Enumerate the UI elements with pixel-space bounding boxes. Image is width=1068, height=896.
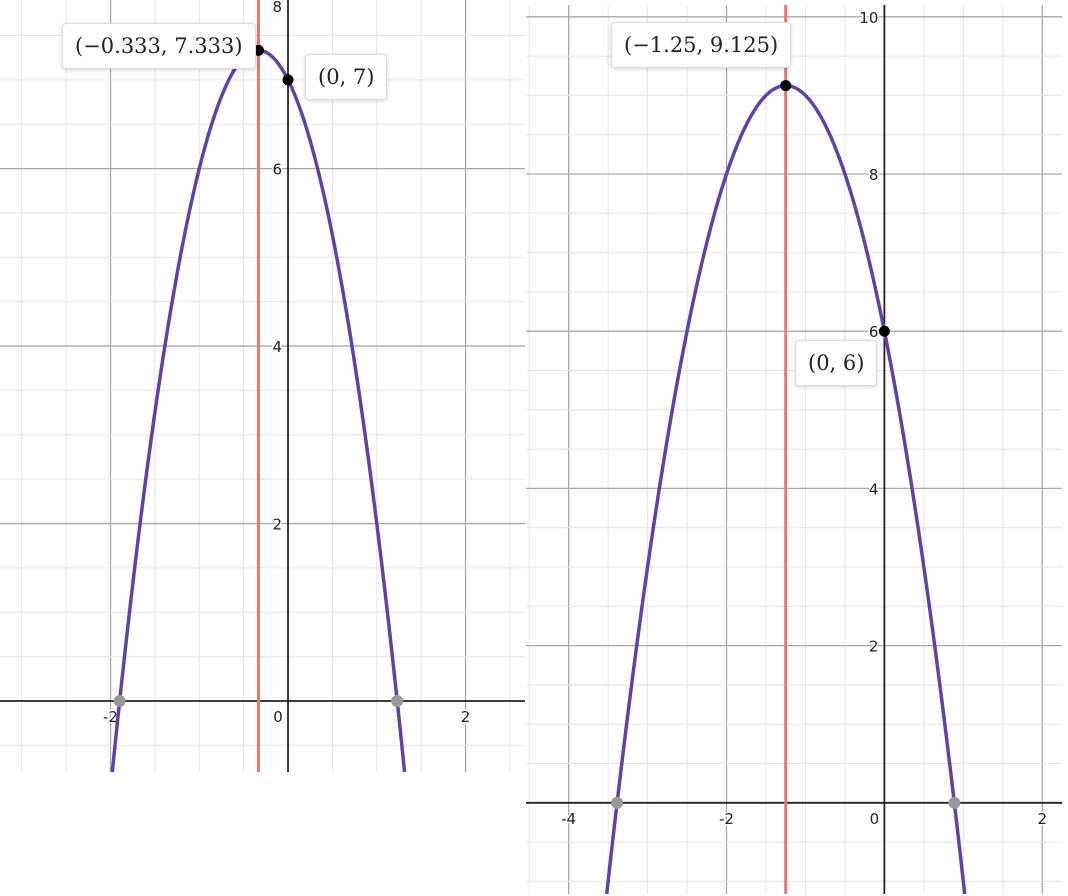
point-label-right-intercept: (0, 6) bbox=[795, 340, 878, 386]
y-tick-label: 4 bbox=[272, 338, 282, 356]
point-label-right-vertex: (−1.25, 9.125) bbox=[611, 22, 792, 68]
y-tick-label: 10 bbox=[859, 9, 878, 27]
y-tick-label: 2 bbox=[272, 516, 282, 534]
root-point bbox=[391, 695, 404, 708]
labeled-point bbox=[252, 44, 264, 56]
y-tick-label: 8 bbox=[272, 0, 282, 16]
graph-panel-2: -4 -2 0 2 2 4 6 8 10 bbox=[526, 5, 1062, 895]
y-tick-label: 6 bbox=[869, 323, 879, 341]
x-tick-label: 2 bbox=[461, 708, 471, 726]
x-tick-label: 2 bbox=[1037, 810, 1047, 828]
point-label-left-vertex: (−0.333, 7.333) bbox=[62, 23, 256, 69]
y-tick-label: 8 bbox=[869, 166, 879, 184]
labeled-point bbox=[878, 325, 890, 337]
x-tick-label: -2 bbox=[103, 708, 118, 726]
labeled-point bbox=[282, 74, 294, 86]
x-tick-label: -4 bbox=[561, 810, 576, 828]
y-tick-label: 2 bbox=[869, 638, 879, 656]
root-point bbox=[113, 695, 126, 708]
plot-area: -4 -2 0 2 2 4 6 8 10 bbox=[526, 5, 1062, 895]
point-label-left-intercept: (0, 7) bbox=[305, 54, 388, 100]
x-tick-label: 0 bbox=[273, 708, 283, 726]
x-tick-label: 0 bbox=[870, 810, 880, 828]
plot-area: -2 0 2 2 4 6 8 bbox=[0, 0, 525, 773]
x-tick-label: -2 bbox=[719, 810, 734, 828]
y-tick-label: 4 bbox=[869, 480, 879, 498]
root-point bbox=[611, 796, 624, 809]
graph-panel-1: -2 0 2 2 4 6 8 bbox=[0, 0, 525, 773]
root-point bbox=[948, 796, 961, 809]
y-tick-label: 6 bbox=[272, 161, 282, 179]
labeled-point bbox=[780, 80, 792, 92]
